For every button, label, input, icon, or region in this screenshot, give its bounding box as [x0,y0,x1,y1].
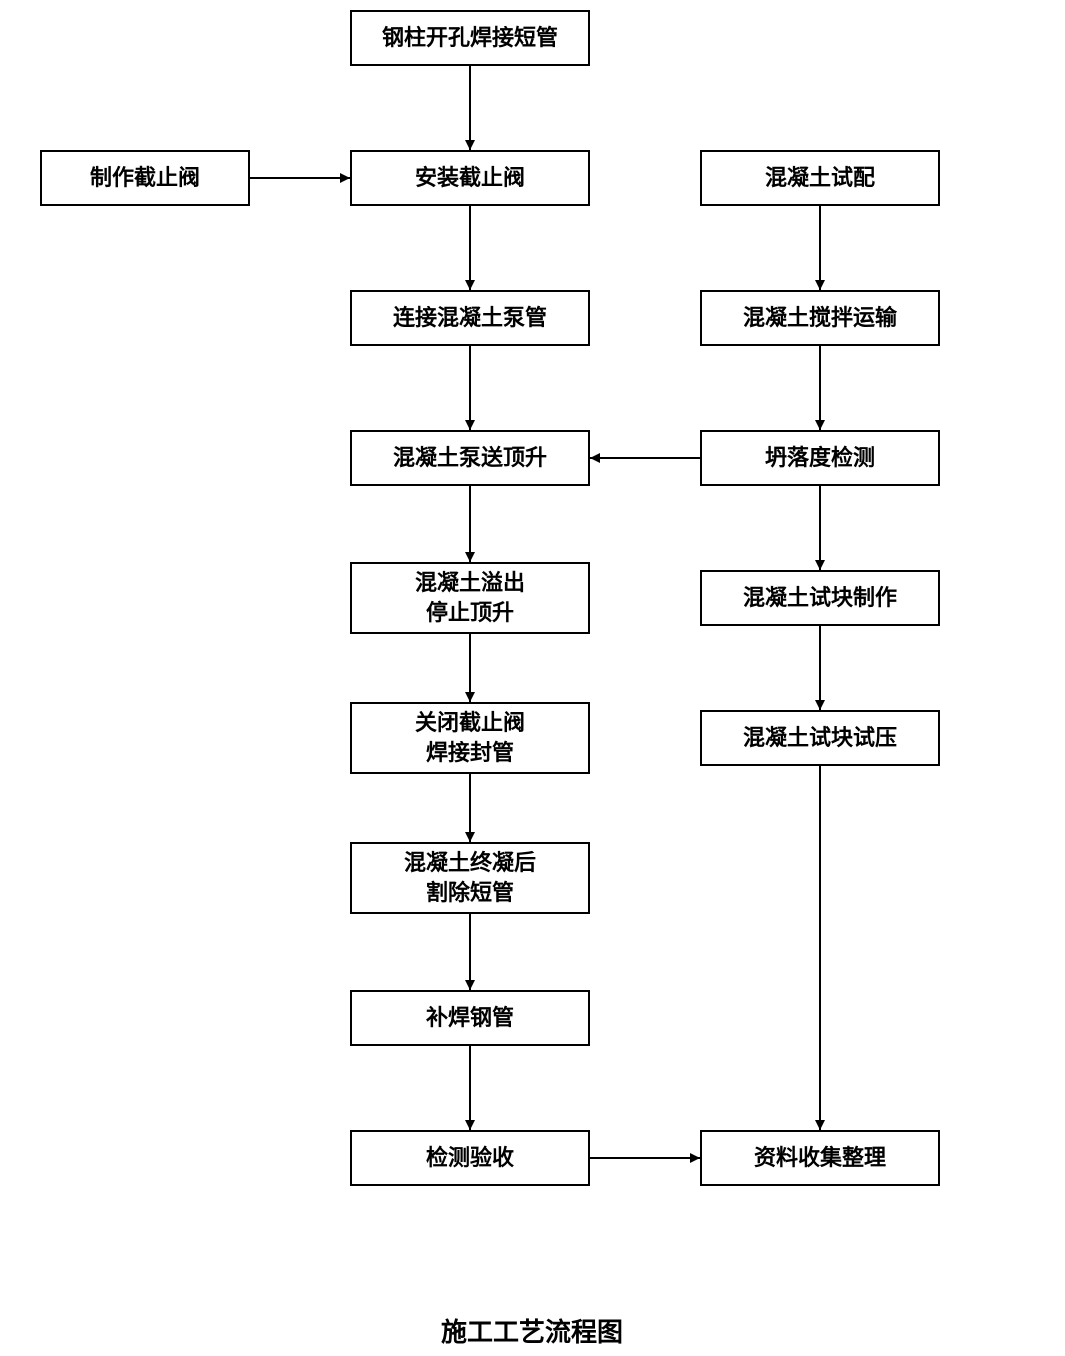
flow-node-label: 混凝土试配 [765,163,875,193]
flow-node-n10: 混凝土试块制作 [700,570,940,626]
flow-node-n4: 混凝土试配 [700,150,940,206]
flow-node-label: 资料收集整理 [754,1143,886,1173]
flow-node-n14: 补焊钢管 [350,990,590,1046]
flow-node-label: 混凝土试块制作 [743,583,897,613]
flow-node-n7: 混凝土泵送顶升 [350,430,590,486]
flowchart-caption: 施工工艺流程图 [412,1312,652,1349]
flow-node-label: 混凝土溢出 停止顶升 [415,568,525,627]
flow-node-n11: 关闭截止阀 焊接封管 [350,702,590,774]
flow-node-n3: 安装截止阀 [350,150,590,206]
flow-node-label: 混凝土终凝后 割除短管 [404,848,536,907]
flow-node-n6: 混凝土搅拌运输 [700,290,940,346]
flow-node-n13: 混凝土终凝后 割除短管 [350,842,590,914]
flow-node-label: 坍落度检测 [765,443,875,473]
flow-node-n5: 连接混凝土泵管 [350,290,590,346]
flow-node-label: 安装截止阀 [415,163,525,193]
flow-node-label: 检测验收 [426,1143,514,1173]
flow-node-n2: 制作截止阀 [40,150,250,206]
flow-node-label: 钢柱开孔焊接短管 [382,23,558,53]
flow-node-n16: 资料收集整理 [700,1130,940,1186]
flow-node-label: 混凝土试块试压 [743,723,897,753]
flow-node-n15: 检测验收 [350,1130,590,1186]
flow-node-label: 补焊钢管 [426,1003,514,1033]
flow-node-label: 制作截止阀 [90,163,200,193]
flow-node-n12: 混凝土试块试压 [700,710,940,766]
flow-node-n1: 钢柱开孔焊接短管 [350,10,590,66]
flow-node-label: 关闭截止阀 焊接封管 [415,708,525,767]
flow-node-n9: 混凝土溢出 停止顶升 [350,562,590,634]
flow-node-label: 混凝土泵送顶升 [393,443,547,473]
flowchart-canvas: 钢柱开孔焊接短管制作截止阀安装截止阀混凝土试配连接混凝土泵管混凝土搅拌运输混凝土… [0,0,1065,1356]
flow-node-label: 连接混凝土泵管 [393,303,547,333]
flow-node-label: 混凝土搅拌运输 [743,303,897,333]
flow-node-n8: 坍落度检测 [700,430,940,486]
